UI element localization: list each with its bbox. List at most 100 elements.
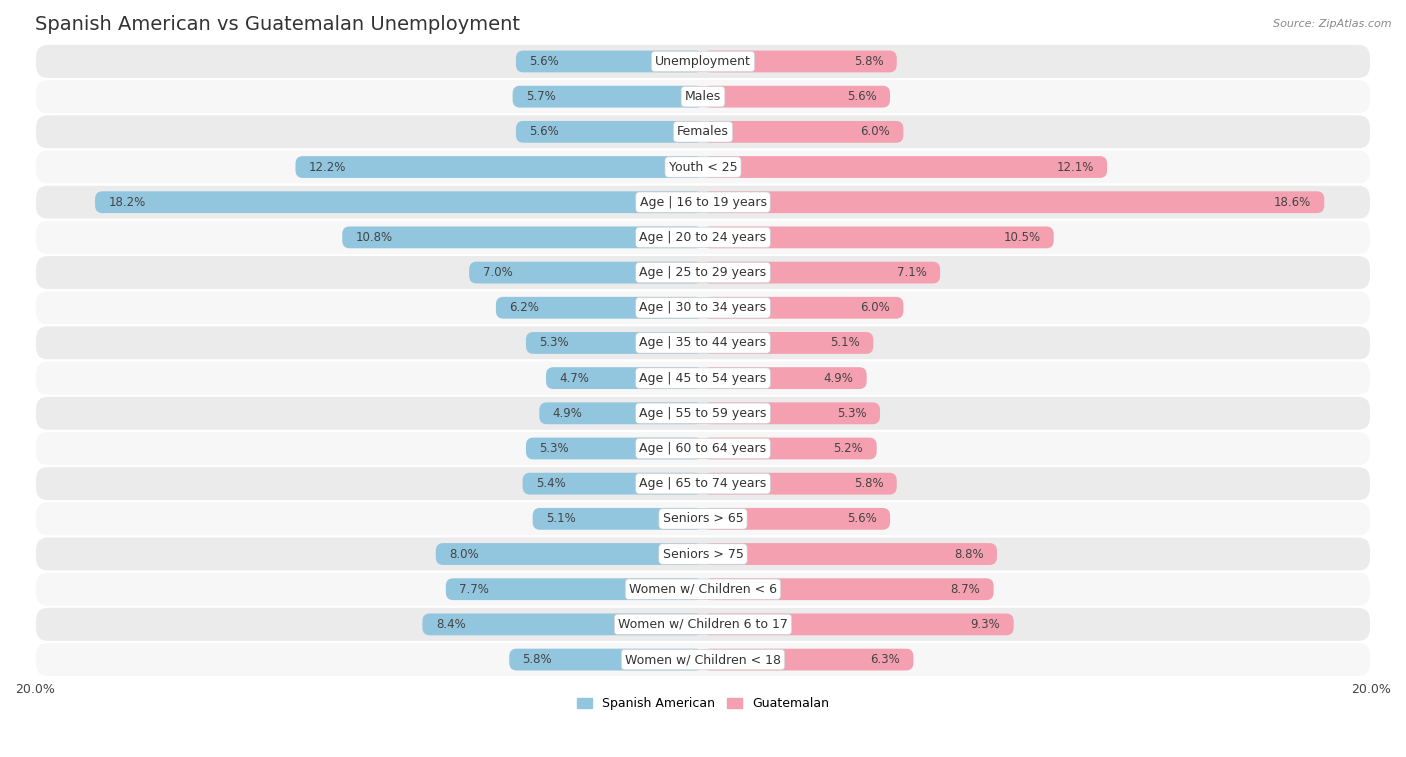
FancyBboxPatch shape [35, 466, 1371, 501]
FancyBboxPatch shape [703, 543, 997, 565]
Text: Spanish American vs Guatemalan Unemployment: Spanish American vs Guatemalan Unemploym… [35, 15, 520, 34]
Text: Males: Males [685, 90, 721, 103]
Text: Seniors > 65: Seniors > 65 [662, 512, 744, 525]
Text: Age | 20 to 24 years: Age | 20 to 24 years [640, 231, 766, 244]
FancyBboxPatch shape [35, 185, 1371, 220]
Text: 9.3%: 9.3% [970, 618, 1000, 631]
FancyBboxPatch shape [703, 473, 897, 494]
FancyBboxPatch shape [35, 537, 1371, 572]
FancyBboxPatch shape [446, 578, 703, 600]
Text: Women w/ Children < 18: Women w/ Children < 18 [626, 653, 780, 666]
FancyBboxPatch shape [35, 220, 1371, 255]
Text: 5.1%: 5.1% [546, 512, 575, 525]
Text: 5.3%: 5.3% [837, 407, 866, 420]
Text: 7.1%: 7.1% [897, 266, 927, 279]
FancyBboxPatch shape [540, 403, 703, 424]
Text: 5.8%: 5.8% [853, 477, 883, 491]
Text: 7.0%: 7.0% [482, 266, 512, 279]
Text: 6.0%: 6.0% [860, 126, 890, 139]
Text: 6.2%: 6.2% [509, 301, 538, 314]
Text: 5.6%: 5.6% [846, 512, 877, 525]
FancyBboxPatch shape [703, 156, 1107, 178]
Text: 7.7%: 7.7% [460, 583, 489, 596]
Text: 5.3%: 5.3% [540, 442, 569, 455]
Text: 5.6%: 5.6% [529, 55, 560, 68]
Text: 8.8%: 8.8% [953, 547, 984, 560]
Text: Age | 35 to 44 years: Age | 35 to 44 years [640, 336, 766, 350]
Text: Women w/ Children < 6: Women w/ Children < 6 [628, 583, 778, 596]
Text: 5.1%: 5.1% [831, 336, 860, 350]
FancyBboxPatch shape [703, 649, 914, 671]
Text: Source: ZipAtlas.com: Source: ZipAtlas.com [1274, 19, 1392, 29]
Text: 4.9%: 4.9% [553, 407, 582, 420]
Text: 12.2%: 12.2% [309, 160, 346, 173]
FancyBboxPatch shape [703, 297, 904, 319]
Text: 5.4%: 5.4% [536, 477, 565, 491]
FancyBboxPatch shape [703, 51, 897, 73]
FancyBboxPatch shape [516, 121, 703, 143]
Text: Females: Females [678, 126, 728, 139]
Text: Age | 65 to 74 years: Age | 65 to 74 years [640, 477, 766, 491]
FancyBboxPatch shape [35, 396, 1371, 431]
FancyBboxPatch shape [703, 578, 994, 600]
FancyBboxPatch shape [523, 473, 703, 494]
FancyBboxPatch shape [526, 332, 703, 354]
FancyBboxPatch shape [703, 367, 866, 389]
FancyBboxPatch shape [703, 613, 1014, 635]
Text: 5.8%: 5.8% [853, 55, 883, 68]
FancyBboxPatch shape [533, 508, 703, 530]
Text: 5.6%: 5.6% [529, 126, 560, 139]
FancyBboxPatch shape [516, 51, 703, 73]
FancyBboxPatch shape [703, 508, 890, 530]
FancyBboxPatch shape [703, 226, 1053, 248]
FancyBboxPatch shape [342, 226, 703, 248]
FancyBboxPatch shape [470, 262, 703, 283]
FancyBboxPatch shape [35, 114, 1371, 149]
FancyBboxPatch shape [703, 262, 941, 283]
Text: 5.8%: 5.8% [523, 653, 553, 666]
FancyBboxPatch shape [422, 613, 703, 635]
FancyBboxPatch shape [35, 572, 1371, 607]
FancyBboxPatch shape [703, 121, 904, 143]
FancyBboxPatch shape [35, 326, 1371, 360]
Text: 5.6%: 5.6% [846, 90, 877, 103]
Text: 6.3%: 6.3% [870, 653, 900, 666]
FancyBboxPatch shape [96, 192, 703, 213]
Text: Age | 45 to 54 years: Age | 45 to 54 years [640, 372, 766, 385]
Text: 18.2%: 18.2% [108, 196, 146, 209]
Text: 6.0%: 6.0% [860, 301, 890, 314]
FancyBboxPatch shape [35, 44, 1371, 79]
Text: Unemployment: Unemployment [655, 55, 751, 68]
FancyBboxPatch shape [703, 403, 880, 424]
FancyBboxPatch shape [496, 297, 703, 319]
Text: Seniors > 75: Seniors > 75 [662, 547, 744, 560]
Text: 18.6%: 18.6% [1274, 196, 1310, 209]
FancyBboxPatch shape [35, 501, 1371, 537]
Text: 5.2%: 5.2% [834, 442, 863, 455]
FancyBboxPatch shape [703, 192, 1324, 213]
Text: 10.8%: 10.8% [356, 231, 392, 244]
FancyBboxPatch shape [35, 607, 1371, 642]
FancyBboxPatch shape [35, 360, 1371, 396]
Text: 8.4%: 8.4% [436, 618, 465, 631]
Text: Youth < 25: Youth < 25 [669, 160, 737, 173]
FancyBboxPatch shape [35, 642, 1371, 678]
FancyBboxPatch shape [35, 290, 1371, 326]
FancyBboxPatch shape [546, 367, 703, 389]
FancyBboxPatch shape [703, 332, 873, 354]
Text: Age | 25 to 29 years: Age | 25 to 29 years [640, 266, 766, 279]
FancyBboxPatch shape [509, 649, 703, 671]
Text: 8.7%: 8.7% [950, 583, 980, 596]
Legend: Spanish American, Guatemalan: Spanish American, Guatemalan [572, 692, 834, 715]
Text: Age | 60 to 64 years: Age | 60 to 64 years [640, 442, 766, 455]
FancyBboxPatch shape [703, 86, 890, 107]
Text: 5.3%: 5.3% [540, 336, 569, 350]
Text: Age | 16 to 19 years: Age | 16 to 19 years [640, 196, 766, 209]
FancyBboxPatch shape [35, 431, 1371, 466]
FancyBboxPatch shape [35, 79, 1371, 114]
Text: 12.1%: 12.1% [1056, 160, 1094, 173]
Text: 4.7%: 4.7% [560, 372, 589, 385]
FancyBboxPatch shape [436, 543, 703, 565]
Text: 4.9%: 4.9% [824, 372, 853, 385]
Text: Age | 55 to 59 years: Age | 55 to 59 years [640, 407, 766, 420]
